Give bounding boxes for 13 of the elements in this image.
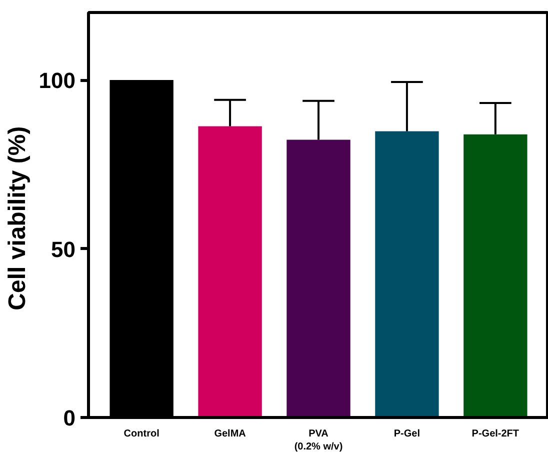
bar: [198, 126, 262, 418]
x-tick-label: PVA (0.2% w/v): [294, 428, 343, 453]
y-tick-label: 100: [38, 68, 76, 93]
bar: [286, 140, 350, 418]
x-tick-label: P-Gel: [394, 428, 420, 440]
y-axis-title: Cell viability (%): [4, 126, 31, 310]
x-tick-label: Control: [124, 428, 160, 440]
y-tick-label: 50: [51, 236, 76, 262]
x-tick-label: P-Gel-2FT: [472, 428, 520, 440]
bar: [375, 131, 439, 418]
y-tick-label: 0: [63, 406, 76, 430]
x-tick-label: GelMA: [214, 428, 246, 440]
bar: [464, 134, 528, 418]
